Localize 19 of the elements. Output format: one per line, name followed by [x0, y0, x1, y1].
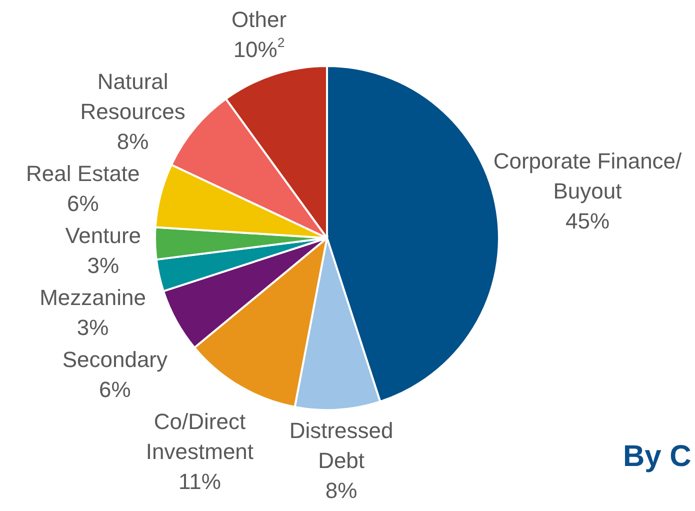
data-label: 3%: [87, 252, 120, 278]
slice-label: Secondary: [62, 346, 168, 372]
text: By C: [623, 440, 692, 474]
slice-label: Corporate Finance/ Buyout: [493, 148, 683, 204]
slice-label: Distressed Debt: [289, 418, 394, 473]
slice-label: Real Estate: [26, 160, 140, 186]
slice-label: Other: [232, 6, 287, 32]
slice-label: Venture: [65, 222, 142, 248]
data-label: 45%: [565, 208, 610, 234]
data-label: 10%$^{2}$: [233, 34, 285, 62]
data-label: 8%: [325, 478, 358, 503]
slice-label: Natural Resources: [80, 68, 186, 124]
data-label: 11%: [178, 469, 221, 494]
slice-label: Mezzanine: [40, 284, 146, 310]
slice-label: Co/Direct Investment: [146, 409, 254, 464]
data-label: 6%: [67, 190, 99, 216]
data-label: 8%: [116, 128, 149, 154]
data-label: 6%: [99, 376, 131, 402]
data-label: 3%: [76, 314, 109, 340]
